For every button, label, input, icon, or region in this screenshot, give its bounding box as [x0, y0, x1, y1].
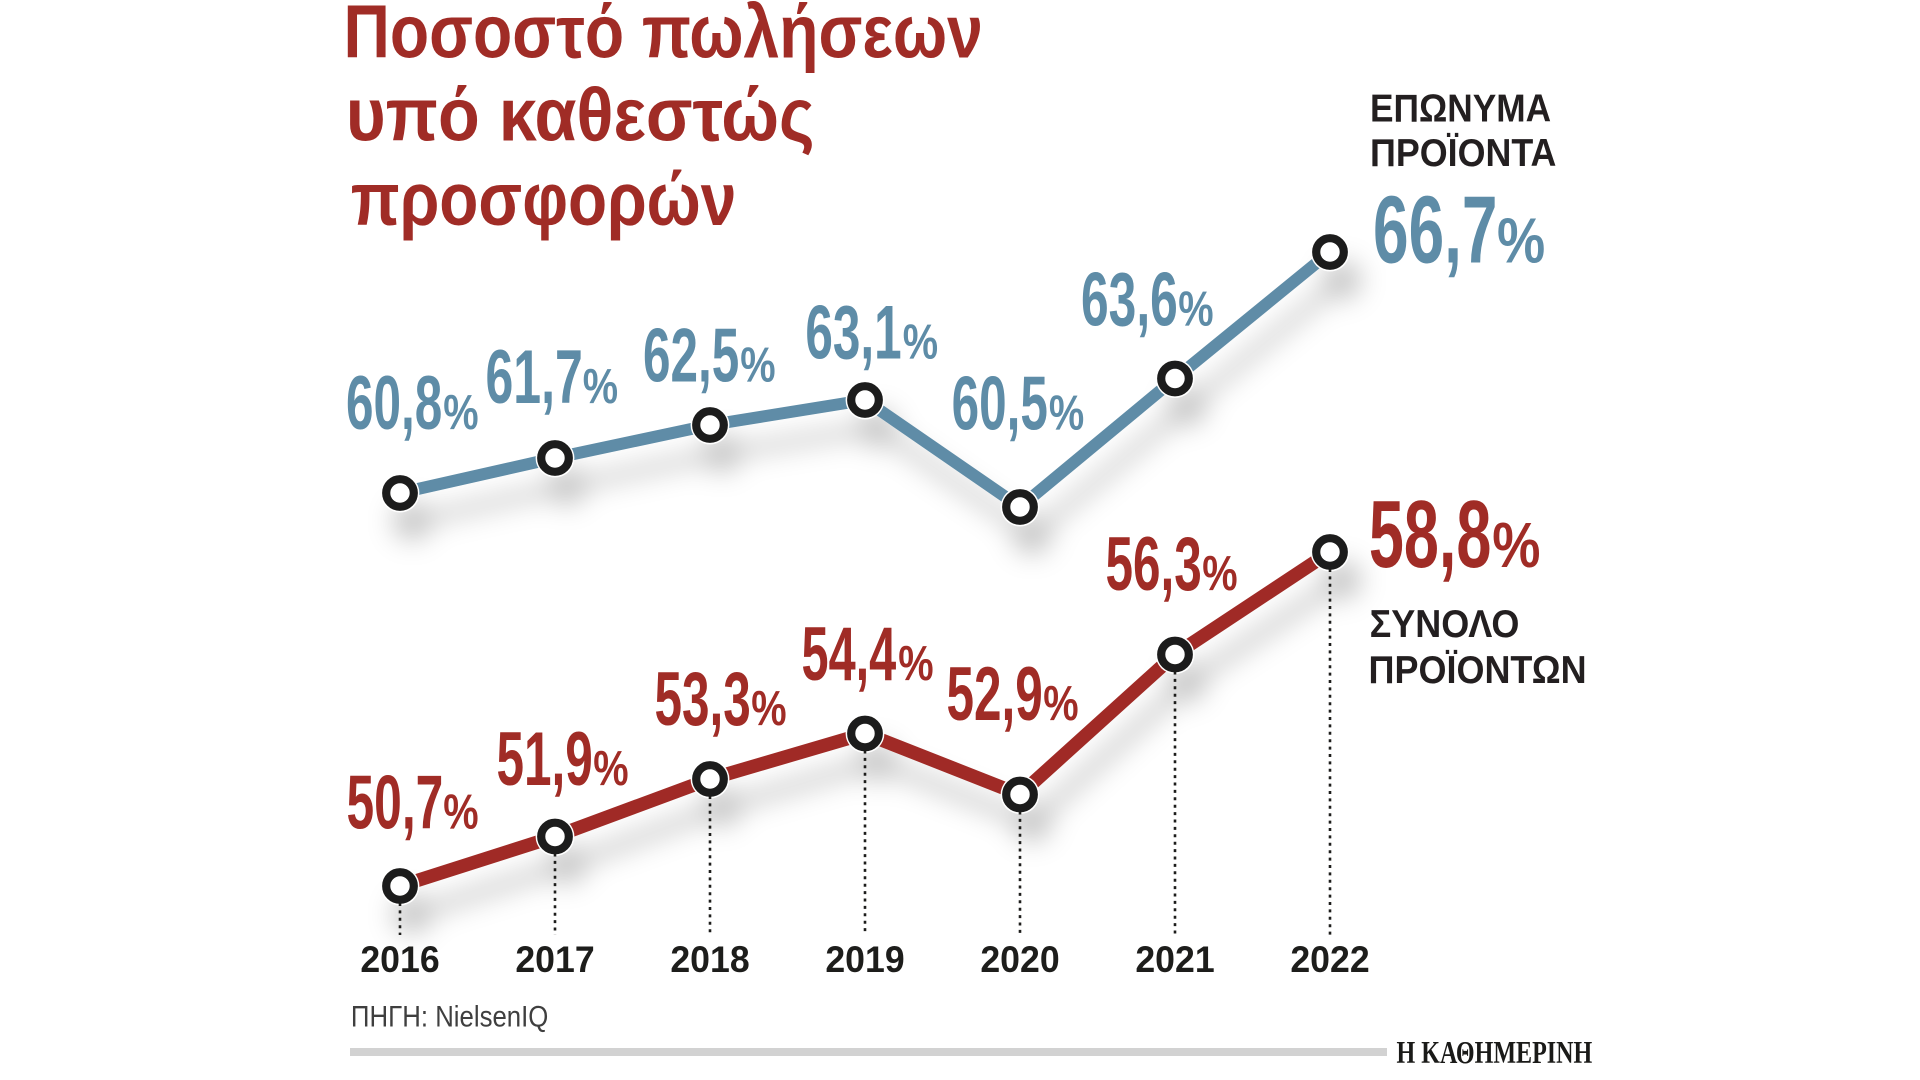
svg-text:54,4: 54,4	[802, 611, 897, 697]
svg-text:Η ΚΑΘΗΜΕΡΙΝΗ: Η ΚΑΘΗΜΕΡΙΝΗ	[1397, 1036, 1593, 1071]
svg-text:60,5: 60,5	[952, 361, 1048, 446]
svg-text:ΣΥΝΟΛΟ: ΣΥΝΟΛΟ	[1370, 602, 1520, 646]
svg-text:63,1: 63,1	[805, 290, 901, 375]
svg-text:2020: 2020	[980, 938, 1059, 980]
svg-text:51,9: 51,9	[497, 716, 593, 801]
svg-text:60,8: 60,8	[346, 360, 442, 445]
svg-text:2018: 2018	[670, 938, 749, 980]
svg-text:58,8: 58,8	[1369, 482, 1492, 588]
svg-text:%: %	[593, 742, 628, 796]
svg-text:66,7: 66,7	[1373, 177, 1497, 284]
svg-text:52,9: 52,9	[947, 651, 1043, 736]
svg-text:%: %	[443, 786, 478, 840]
svg-text:53,3: 53,3	[655, 656, 751, 741]
svg-text:%: %	[443, 386, 478, 440]
svg-text:56,3: 56,3	[1106, 521, 1202, 606]
svg-text:%: %	[1043, 677, 1078, 731]
svg-text:62,5: 62,5	[643, 313, 739, 398]
svg-text:2022: 2022	[1290, 938, 1369, 980]
svg-text:ΕΠΩΝΥΜΑ: ΕΠΩΝΥΜΑ	[1370, 86, 1551, 130]
svg-text:61,7: 61,7	[486, 334, 583, 419]
svg-text:ΠΗΓΗ: NielsenIQ: ΠΗΓΗ: NielsenIQ	[351, 1000, 548, 1033]
svg-text:63,6: 63,6	[1081, 257, 1178, 342]
svg-text:Ποσοστό πωλήσεων: Ποσοστό πωλήσεων	[344, 0, 983, 73]
svg-text:%: %	[751, 682, 786, 736]
svg-text:ΠΡΟΪΟΝΤΑ: ΠΡΟΪΟΝΤΑ	[1370, 130, 1556, 174]
svg-text:2021: 2021	[1135, 938, 1214, 980]
svg-text:%: %	[1492, 509, 1540, 581]
svg-text:2017: 2017	[515, 938, 594, 980]
svg-text:2019: 2019	[825, 938, 904, 980]
svg-text:%: %	[903, 316, 938, 370]
svg-text:προσφορών: προσφορών	[351, 157, 737, 241]
svg-text:%: %	[1497, 204, 1545, 276]
svg-text:2016: 2016	[360, 938, 439, 980]
svg-text:ΠΡΟΪΟΝΤΩΝ: ΠΡΟΪΟΝΤΩΝ	[1369, 648, 1587, 692]
svg-text:50,7: 50,7	[347, 760, 444, 845]
svg-text:υπό καθεστώς: υπό καθεστώς	[346, 74, 815, 158]
svg-text:%: %	[740, 339, 775, 393]
svg-text:%: %	[898, 637, 933, 691]
svg-text:%: %	[1178, 282, 1213, 336]
svg-text:%: %	[1049, 387, 1084, 441]
svg-text:%: %	[583, 360, 618, 414]
svg-text:%: %	[1202, 547, 1237, 601]
